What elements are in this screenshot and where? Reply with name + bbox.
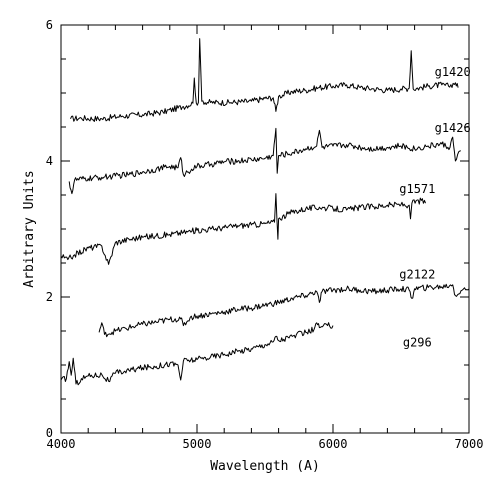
- y-tick-label: 4: [46, 154, 53, 168]
- x-axis-label: Wavelength (A): [210, 459, 320, 474]
- series-line-g1420: [70, 38, 459, 122]
- series-line-g1571: [60, 193, 426, 265]
- plot-frame: [60, 24, 470, 434]
- series-layer: g1420 g1426 g1571 g2122 g296: [60, 38, 471, 386]
- x-tick-label: 5000: [183, 437, 212, 451]
- y-tick-label: 0: [46, 426, 53, 440]
- axis-ticks: 4000 5000 6000 7000 0 2 4 6: [46, 18, 484, 451]
- series-line-g296: [60, 322, 334, 386]
- series-label-g2122: g2122: [399, 268, 435, 282]
- y-tick-label: 6: [46, 18, 53, 32]
- series-line-g2122: [98, 283, 470, 338]
- y-tick-label: 2: [46, 290, 53, 304]
- x-tick-label: 4000: [47, 437, 76, 451]
- x-tick-label: 6000: [319, 437, 348, 451]
- series-label-g1426: g1426: [435, 121, 471, 135]
- y-axis-label: Arbitrary Units: [22, 170, 37, 287]
- series-label-g1571: g1571: [399, 182, 435, 196]
- series-label-g1420: g1420: [435, 65, 471, 79]
- series-label-g296: g296: [403, 336, 432, 350]
- x-tick-label: 7000: [455, 437, 484, 451]
- series-line-g1426: [68, 127, 461, 195]
